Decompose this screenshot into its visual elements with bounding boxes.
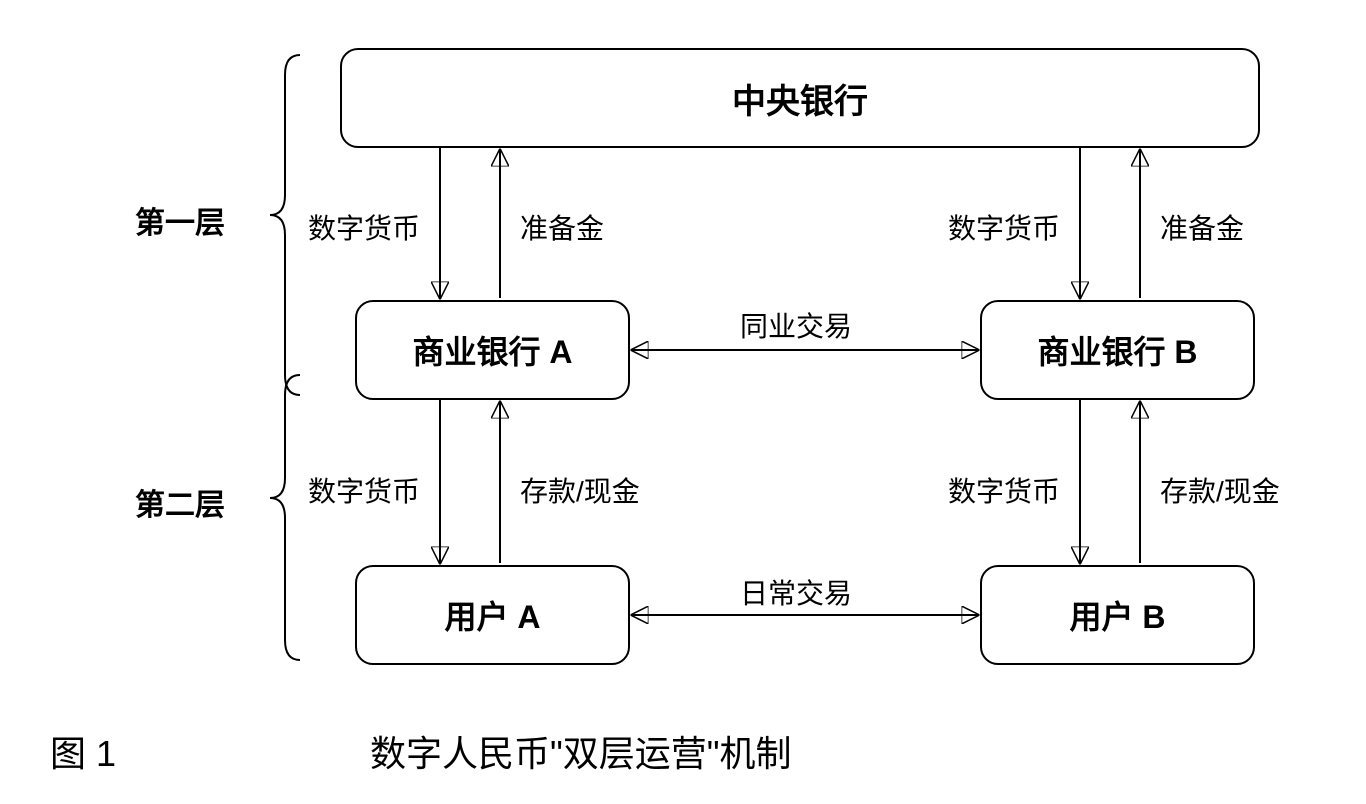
- edge-label-digital-currency-2: 数字货币: [948, 207, 1060, 247]
- edge-label-digital-currency-4: 数字货币: [948, 470, 1060, 510]
- layer1-label: 第一层: [135, 198, 225, 242]
- edge-label-reserve-2: 准备金: [1160, 207, 1244, 247]
- edge-label-deposit-cash-1: 存款/现金: [520, 470, 640, 510]
- node-user-b-label: 用户 B: [1069, 592, 1165, 638]
- node-bank-b: 商业银行 B: [980, 300, 1255, 400]
- figure-number: 图 1: [50, 725, 116, 777]
- node-bank-a: 商业银行 A: [355, 300, 630, 400]
- node-central-bank-label: 中央银行: [732, 74, 868, 123]
- edge-label-daily: 日常交易: [740, 572, 852, 612]
- edge-label-reserve-1: 准备金: [520, 207, 604, 247]
- edge-label-deposit-cash-2: 存款/现金: [1160, 470, 1280, 510]
- node-user-b: 用户 B: [980, 565, 1255, 665]
- node-user-a: 用户 A: [355, 565, 630, 665]
- edge-label-digital-currency-3: 数字货币: [308, 470, 420, 510]
- node-bank-a-label: 商业银行 A: [412, 327, 572, 373]
- node-user-a-label: 用户 A: [444, 592, 540, 638]
- edge-label-digital-currency-1: 数字货币: [308, 207, 420, 247]
- node-bank-b-label: 商业银行 B: [1037, 327, 1197, 373]
- edge-label-interbank: 同业交易: [740, 305, 852, 345]
- node-central-bank: 中央银行: [340, 48, 1260, 148]
- figure-title: 数字人民币"双层运营"机制: [370, 725, 792, 777]
- layer2-label: 第二层: [135, 480, 225, 524]
